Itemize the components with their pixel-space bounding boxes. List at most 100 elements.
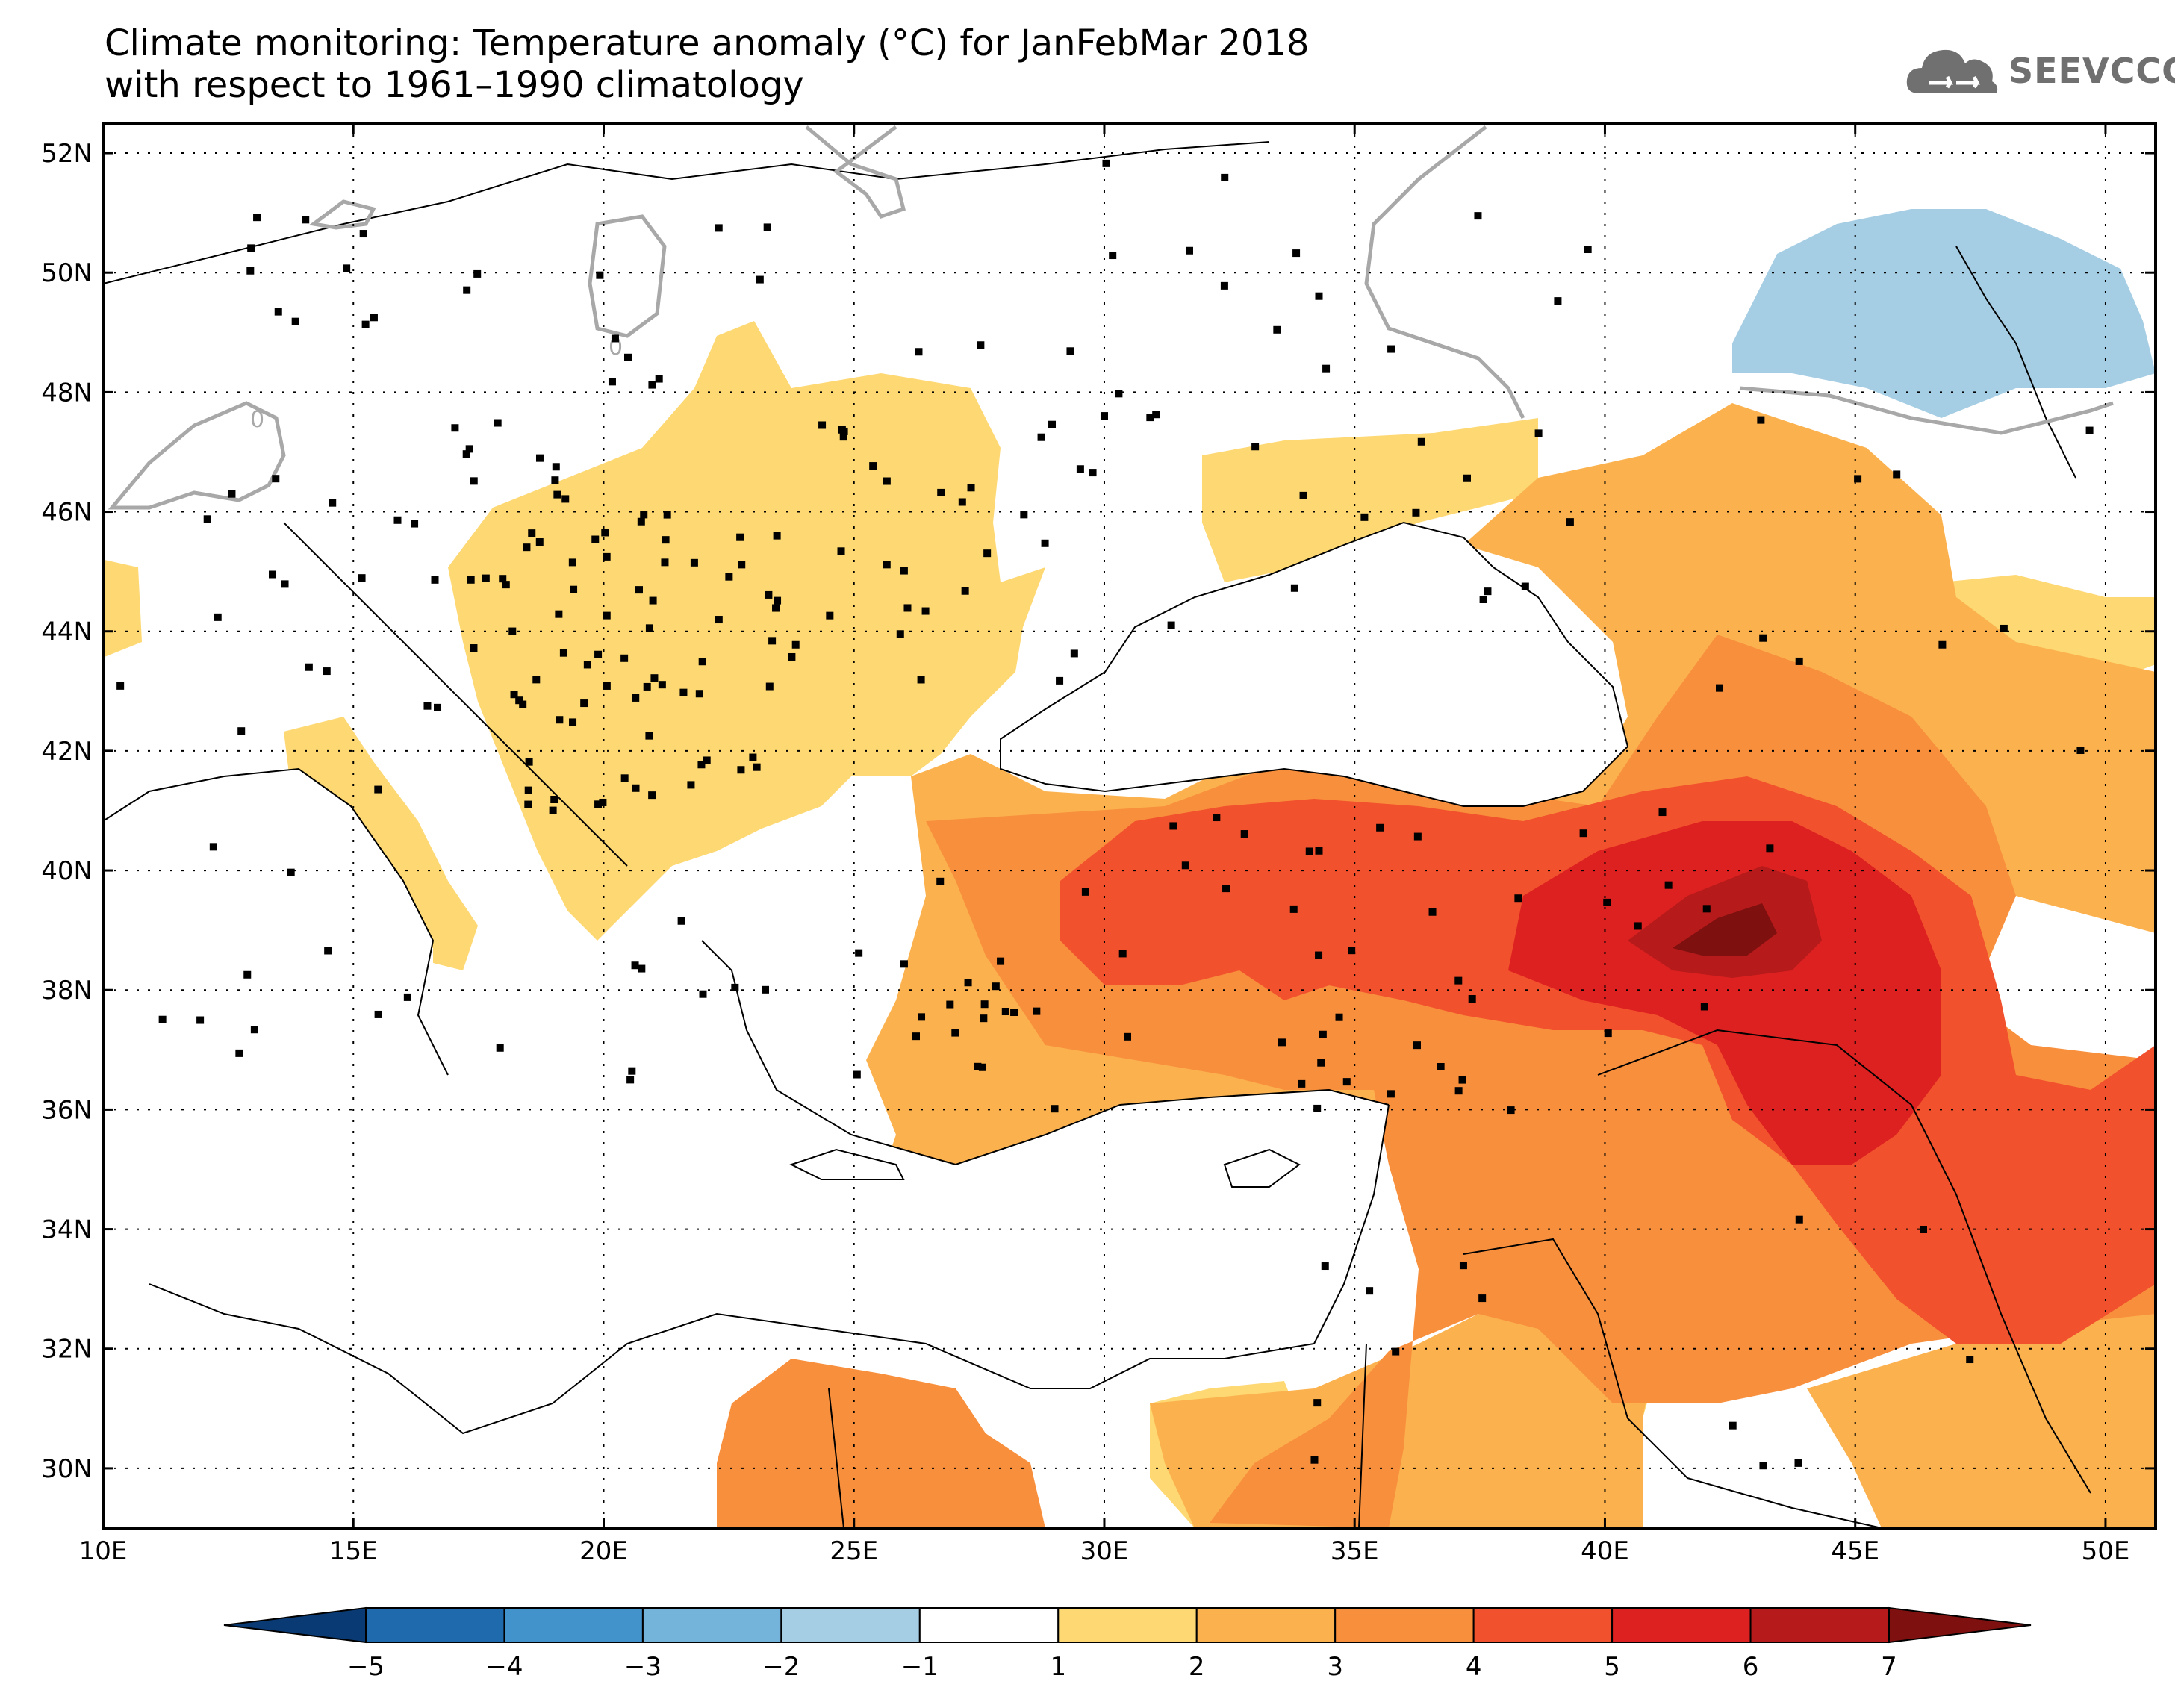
station-marker	[523, 543, 531, 552]
station-marker	[946, 1000, 954, 1009]
station-marker	[482, 574, 490, 582]
station-marker	[237, 727, 246, 735]
station-marker	[1056, 676, 1064, 685]
station-marker	[525, 758, 533, 766]
station-marker	[550, 796, 558, 804]
station-marker	[1463, 474, 1471, 482]
station-marker	[1213, 814, 1221, 822]
station-marker	[370, 314, 378, 322]
lon-tick-label: 25E	[830, 1536, 878, 1566]
station-marker	[583, 661, 591, 669]
station-marker	[645, 732, 653, 740]
contour-label: 0	[250, 407, 264, 433]
station-marker	[553, 490, 561, 499]
station-marker	[1454, 976, 1463, 985]
station-marker	[1579, 829, 1587, 838]
lon-tick-label: 15E	[329, 1536, 378, 1566]
station-marker	[977, 341, 985, 349]
anomaly-6-7-layer	[1628, 866, 1822, 978]
station-marker	[1315, 847, 1323, 855]
station-marker	[1428, 908, 1437, 916]
station-marker	[903, 604, 912, 612]
station-marker	[552, 463, 560, 471]
station-marker	[997, 957, 1005, 965]
station-marker	[467, 576, 475, 584]
station-marker	[855, 949, 863, 957]
station-marker	[361, 320, 370, 328]
station-marker	[2085, 426, 2094, 434]
station-marker	[715, 224, 723, 232]
station-marker	[1152, 411, 1160, 419]
station-marker	[839, 433, 847, 441]
station-marker	[359, 230, 367, 238]
station-marker	[1514, 894, 1522, 903]
station-marker	[818, 421, 827, 429]
station-marker	[1066, 347, 1074, 355]
station-marker	[1315, 951, 1323, 959]
station-marker	[1392, 1347, 1400, 1356]
station-marker	[645, 624, 653, 632]
station-marker	[772, 604, 780, 612]
title-line-1: Climate monitoring: Temperature anomaly …	[105, 22, 1310, 64]
colorbar-label: −4	[485, 1652, 523, 1682]
station-marker	[158, 1015, 167, 1023]
station-marker	[1109, 252, 1117, 260]
station-marker	[967, 484, 975, 492]
station-marker	[761, 985, 769, 994]
station-marker	[1240, 830, 1248, 838]
station-marker	[1387, 345, 1395, 353]
station-marker	[272, 475, 280, 483]
station-markers	[116, 159, 2094, 1470]
station-marker	[774, 596, 782, 605]
colorbar-swatch	[1057, 1607, 1198, 1643]
station-marker	[663, 511, 671, 519]
station-marker	[1070, 649, 1078, 658]
station-marker	[596, 271, 604, 279]
station-marker	[1766, 844, 1774, 853]
station-marker	[1458, 1076, 1466, 1084]
station-marker	[679, 688, 688, 696]
station-marker	[281, 580, 289, 588]
station-marker	[763, 223, 771, 231]
axis-ticks: 10E 15E 20E 25E 30E 35E 40E 45E 50E 30N 32N 34N 36N 3…	[41, 123, 2156, 1566]
colorbar-swatch	[918, 1607, 1060, 1643]
station-marker	[736, 533, 744, 541]
station-marker	[1521, 582, 1529, 590]
station-marker	[632, 694, 640, 702]
station-marker	[568, 558, 576, 567]
station-marker	[640, 511, 648, 519]
station-marker	[637, 517, 645, 526]
station-marker	[1010, 1009, 1018, 1017]
lon-tick-label: 40E	[1581, 1536, 1629, 1566]
station-marker	[1919, 1225, 1927, 1233]
station-marker	[749, 753, 757, 761]
colorbar-arrow-high	[1888, 1606, 2032, 1644]
station-marker	[1310, 1456, 1319, 1464]
station-marker	[1313, 1399, 1322, 1407]
station-marker	[1048, 420, 1057, 428]
lon-tick-label: 30E	[1080, 1536, 1129, 1566]
anomaly-negative-layer	[1732, 209, 2156, 418]
station-marker	[603, 611, 611, 620]
title-block: Climate monitoring: Temperature anomaly …	[105, 22, 1310, 106]
station-marker	[1321, 1262, 1329, 1271]
station-marker	[494, 419, 502, 427]
station-marker	[883, 561, 891, 569]
black-sea	[1001, 523, 1628, 806]
station-marker	[1081, 888, 1089, 896]
station-marker	[324, 947, 332, 955]
lon-tick-label: 35E	[1331, 1536, 1379, 1566]
station-marker	[1299, 491, 1307, 499]
station-marker	[1020, 511, 1028, 519]
station-marker	[611, 334, 619, 343]
station-marker	[1437, 1062, 1445, 1070]
station-marker	[508, 627, 517, 635]
station-marker	[247, 244, 255, 252]
station-marker	[1181, 861, 1189, 870]
station-marker	[703, 756, 711, 764]
colorbar-arrow-low	[223, 1606, 367, 1644]
station-marker	[896, 630, 904, 638]
station-marker	[403, 993, 411, 1001]
station-marker	[1938, 640, 1947, 649]
station-marker	[951, 1029, 959, 1037]
